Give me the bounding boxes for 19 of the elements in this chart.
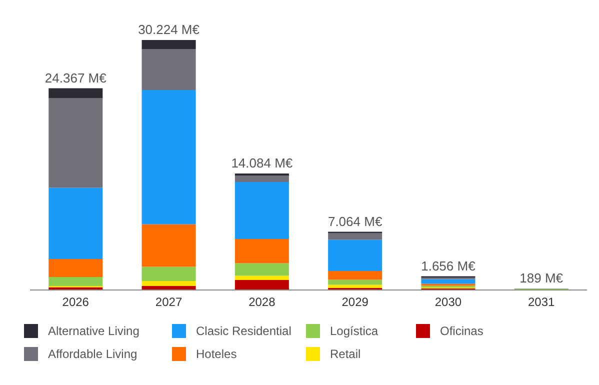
legend-label: Clasic Residential <box>196 324 292 338</box>
x-tick-label: 2029 <box>342 295 369 309</box>
legend-label: Alternative Living <box>48 324 140 338</box>
annotation: 7.064 M€ <box>328 214 383 229</box>
annotation: 14.084 M€ <box>231 156 294 170</box>
x-tick-label: 2028 <box>248 295 276 309</box>
legend-label: Logística <box>330 324 378 338</box>
x-tick-label: 2030 <box>434 295 462 309</box>
legend-label: Retail <box>330 347 361 361</box>
x-tick-label: 2026 <box>62 295 90 309</box>
annotation: 189 M€ <box>520 270 564 286</box>
legend-label: Oficinas <box>440 324 484 338</box>
legend-label: Hoteles <box>196 347 237 361</box>
annotation: 24.367 M€ <box>44 70 108 86</box>
x-tick-label: 2027 <box>155 295 182 309</box>
annotation: 1.656 M€ <box>421 258 476 274</box>
x-tick-label: 2031 <box>528 295 556 309</box>
annotation: 30.224 M€ <box>138 22 200 37</box>
legend-label: Affordable Living <box>48 347 138 361</box>
